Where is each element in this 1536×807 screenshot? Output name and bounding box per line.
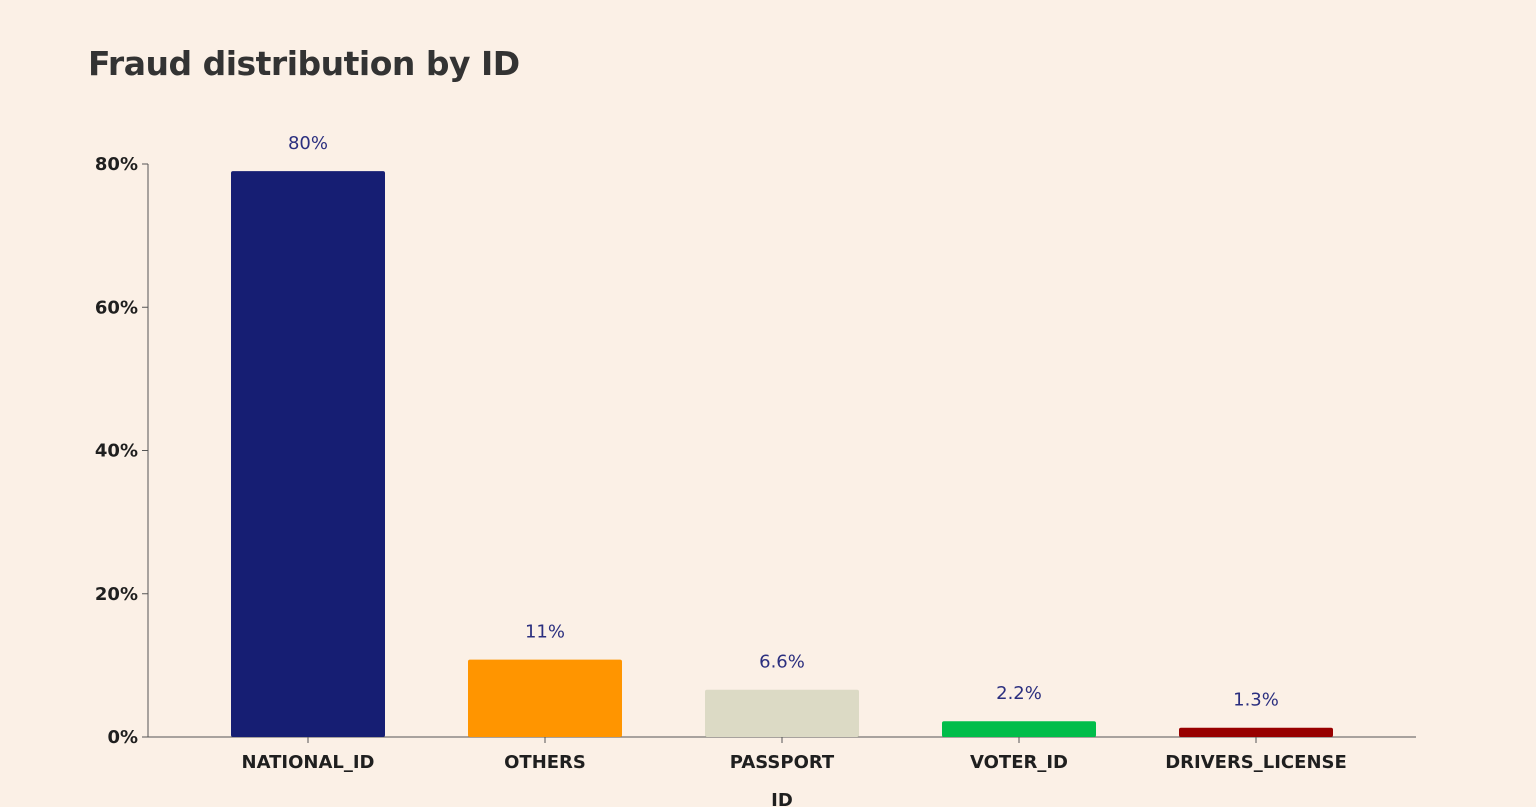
y-tick-label: 60% xyxy=(95,297,138,318)
x-tick-label: DRIVERS_LICENSE xyxy=(1165,752,1347,773)
bar-others xyxy=(468,659,622,737)
bar-national-id xyxy=(231,171,385,738)
x-axis: NATIONAL_ID OTHERS PASSPORT VOTER_ID DRIVERS… xyxy=(148,736,1416,773)
y-tick-label: 80% xyxy=(95,154,138,175)
y-tick-label: 0% xyxy=(107,727,138,748)
x-tick-label: PASSPORT xyxy=(730,752,835,773)
x-tick-label: VOTER_ID xyxy=(970,752,1068,773)
x-tick-label: NATIONAL_ID xyxy=(242,752,375,773)
data-label: 2.2% xyxy=(996,683,1042,704)
y-tick-label: 40% xyxy=(95,441,138,462)
data-label: 6.6% xyxy=(759,652,805,673)
x-tick-label: OTHERS xyxy=(504,752,586,773)
bars xyxy=(231,171,1333,738)
y-axis: 0% 20% 40% 60% 80% xyxy=(95,154,149,748)
data-label: 80% xyxy=(288,133,328,154)
chart-title: Fraud distribution by ID xyxy=(88,44,520,83)
bar-passport xyxy=(705,689,859,737)
bar-voter-id xyxy=(942,721,1096,737)
x-axis-title: ID xyxy=(771,790,793,807)
data-labels: 80% 11% 6.6% 2.2% 1.3% xyxy=(288,133,1279,711)
y-tick-label: 20% xyxy=(95,584,138,605)
data-label: 1.3% xyxy=(1233,690,1279,711)
bar-drivers-license xyxy=(1179,727,1333,737)
data-label: 11% xyxy=(525,622,565,643)
